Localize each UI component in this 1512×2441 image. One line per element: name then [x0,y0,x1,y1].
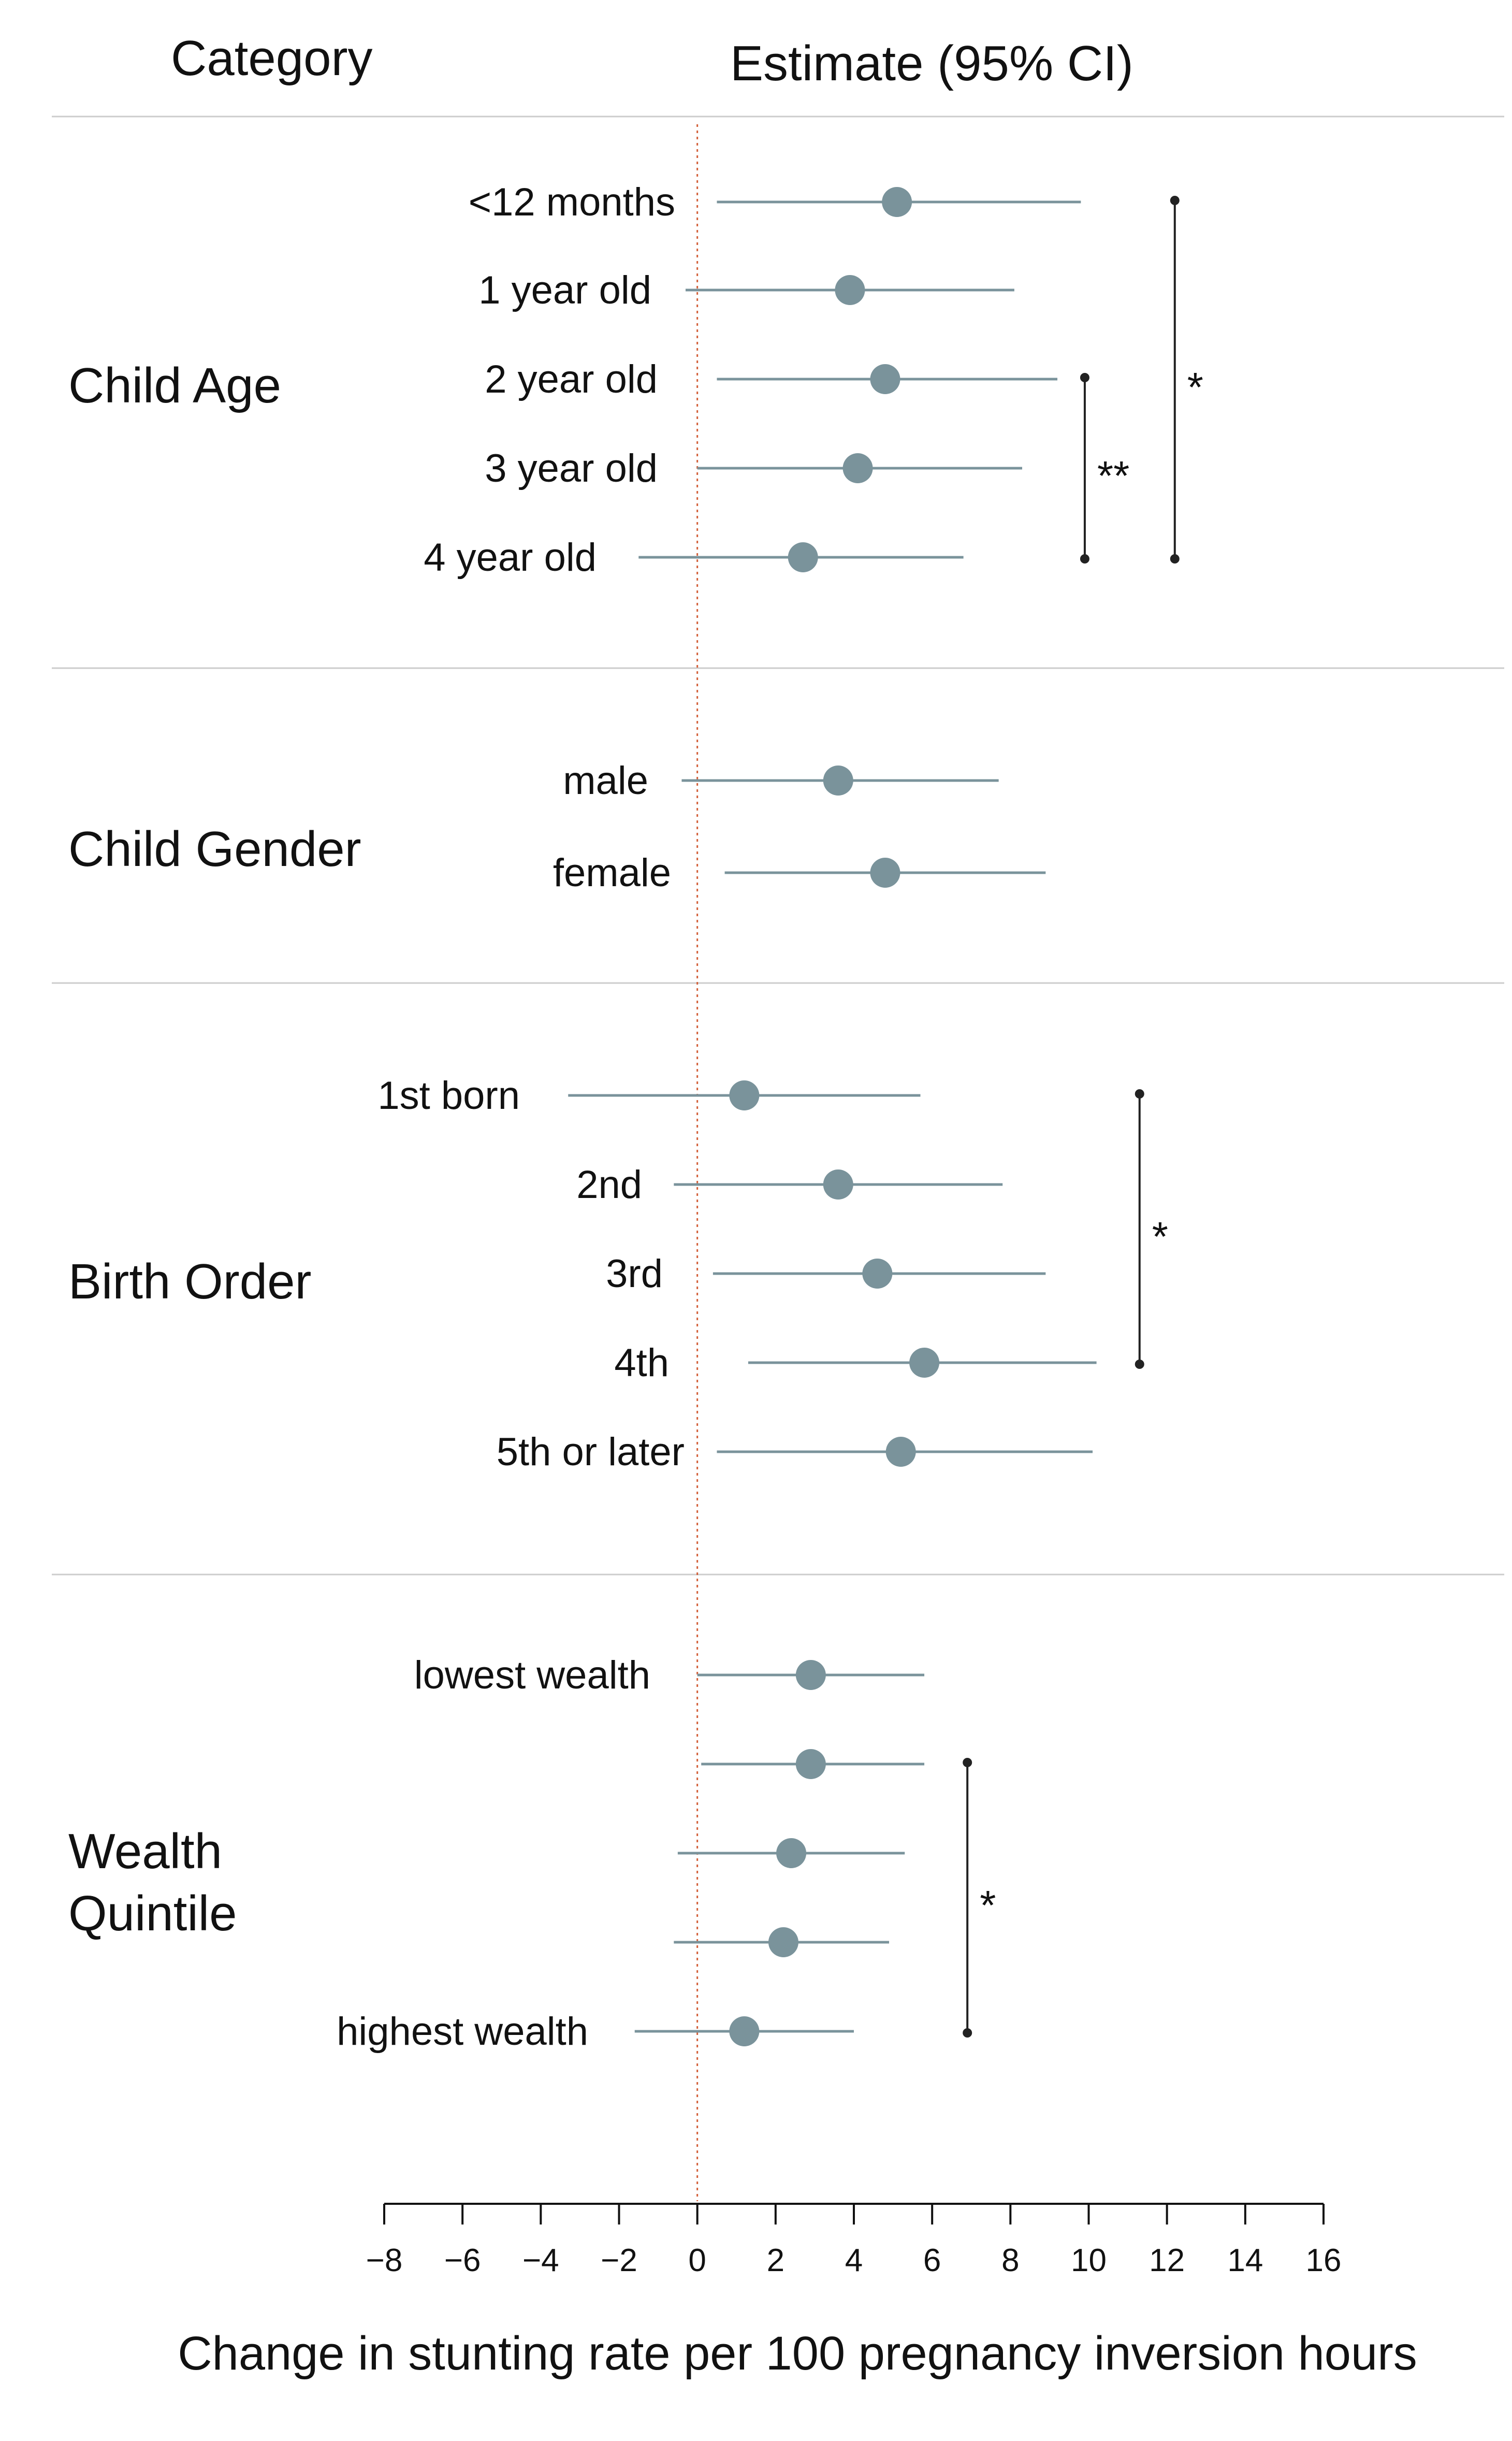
estimate-row: 2 year old [485,357,1058,401]
header-category: Category [171,31,373,86]
point-estimate [835,275,865,305]
bracket-end-dot [1080,554,1089,564]
row-label: highest wealth [337,2010,588,2054]
row-label: 1 year old [478,268,651,312]
estimate-row: 2nd [576,1163,1003,1207]
row-label: 3 year old [485,446,658,490]
category-label-line: Wealth [68,1824,222,1879]
estimate-row: lowest wealth [414,1653,925,1697]
tick-label: 14 [1227,2243,1263,2278]
tick-label: 2 [767,2243,784,2278]
estimate-row: 3 year old [485,446,1023,490]
row-label: 4 year old [424,536,597,580]
significance-mark: ** [1097,453,1129,499]
category-label-line: Quintile [68,1886,237,1941]
significance-mark: * [1187,364,1203,410]
row-label: lowest wealth [414,1653,650,1697]
bracket-end-dot [963,2028,972,2038]
estimate-row: 1st born [377,1074,921,1118]
group-dividers [52,115,1504,1576]
point-estimate [768,1927,798,1957]
tick-label: 4 [845,2243,863,2278]
bracket-end-dot [1080,373,1089,382]
significance-bracket: * [963,1758,996,2038]
estimate-row: highest wealth [337,2010,854,2054]
estimate-rows: <12 months 1 year old 2 year old 3 year old… [337,180,1097,2054]
estimate-row [677,1838,905,1868]
category-label: Birth Order [68,1254,311,1309]
point-estimate [788,542,818,572]
bracket-end-dot [1135,1360,1144,1369]
row-label: 2nd [576,1163,642,1207]
point-estimate [862,1259,893,1289]
estimate-row [674,1927,890,1957]
header-estimate: Estimate (95% CI) [730,36,1133,91]
category-label: Child Age [68,358,281,413]
category-labels: Child Age Child Gender Birth Order Wealth Qu… [68,358,361,1941]
estimate-row: 1 year old [478,268,1014,312]
estimate-row: 4 year old [424,536,964,580]
estimate-row: male [563,759,999,803]
tick-label: 12 [1149,2243,1185,2278]
point-estimate [870,364,900,394]
estimate-row: 5th or later [497,1430,1093,1474]
point-estimate [882,187,912,217]
estimate-row: female [553,851,1046,895]
point-estimate [795,1749,826,1779]
point-estimate [823,1169,853,1200]
tick-label: −6 [444,2243,481,2278]
point-estimate [885,1437,916,1467]
point-estimate [776,1838,807,1868]
bracket-end-dot [1170,196,1180,205]
x-axis-label: Change in stunting rate per 100 pregnanc… [178,2327,1417,2380]
row-label: 1st born [377,1074,520,1118]
point-estimate [729,2016,760,2046]
x-axis: −8 −6 −4 −2 0 2 4 6 8 10 12 14 16 [366,2203,1342,2278]
row-label: 2 year old [485,357,658,401]
point-estimate [870,858,900,888]
tick-label: −4 [522,2243,559,2278]
estimate-row: <12 months [469,180,1081,224]
bracket-end-dot [963,1758,972,1767]
tick-label: 0 [688,2243,706,2278]
significance-bracket: * [1170,196,1203,564]
row-label: 5th or later [497,1430,685,1474]
point-estimate [729,1080,760,1110]
row-label: 3rd [606,1252,663,1296]
estimate-row [701,1749,925,1779]
point-estimate [842,453,873,483]
row-label: 4th [614,1341,669,1385]
point-estimate [795,1660,826,1690]
row-label: male [563,759,648,803]
tick-label: −2 [601,2243,637,2278]
point-estimate [909,1348,940,1378]
row-label: female [553,851,671,895]
point-estimate [823,765,853,796]
significance-mark: * [980,1882,996,1928]
significance-bracket: * [1135,1089,1168,1369]
category-label: Child Gender [68,821,361,877]
tick-label: −8 [366,2243,403,2278]
tick-label: 10 [1071,2243,1107,2278]
bracket-end-dot [1135,1089,1144,1099]
tick-label: 6 [923,2243,941,2278]
significance-bracket: ** [1080,373,1129,564]
bracket-end-dot [1170,554,1180,564]
estimate-row: 3rd [606,1252,1046,1296]
estimate-row: 4th [614,1341,1097,1385]
tick-label: 16 [1306,2243,1342,2278]
significance-brackets: ***** [963,196,1203,2038]
tick-label: 8 [1001,2243,1019,2278]
row-label: <12 months [469,180,675,224]
significance-mark: * [1152,1214,1168,1260]
